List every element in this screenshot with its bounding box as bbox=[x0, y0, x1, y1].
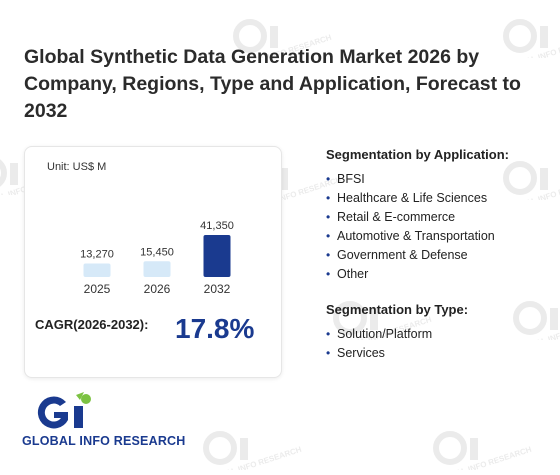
application-item: • Government & Defense bbox=[326, 246, 509, 265]
bullet-icon: • bbox=[326, 346, 331, 360]
application-item-label: Healthcare & Life Sciences bbox=[337, 191, 488, 205]
application-item: • Other bbox=[326, 265, 509, 284]
application-item-label: Government & Defense bbox=[337, 248, 468, 262]
type-item: • Services bbox=[326, 344, 468, 363]
bullet-icon: • bbox=[326, 327, 331, 341]
bullet-icon: • bbox=[326, 267, 331, 281]
watermark: GLOBAL INFO RESEARCH bbox=[430, 430, 540, 475]
chart-unit-label: Unit: US$ M bbox=[47, 161, 107, 173]
svg-text:GLOBAL INFO RESEARCH: GLOBAL INFO RESEARCH bbox=[203, 445, 303, 470]
bar-value-label: 13,270 bbox=[80, 249, 114, 261]
watermark: GLOBAL INFO RESEARCH bbox=[500, 160, 560, 215]
watermark: GLOBAL INFO RESEARCH bbox=[510, 300, 560, 355]
segmentation-type: Segmentation by Type: • Solution/Platform… bbox=[326, 302, 468, 363]
gi-logo-icon bbox=[37, 392, 91, 429]
bullet-icon: • bbox=[326, 191, 331, 205]
bullet-icon: • bbox=[326, 248, 331, 262]
x-tick-label: 2026 bbox=[144, 282, 171, 296]
logo-text: GLOBAL INFO RESEARCH bbox=[22, 434, 186, 448]
application-item: • Retail & E-commerce bbox=[326, 208, 509, 227]
bullet-icon: • bbox=[326, 172, 331, 186]
bullet-icon: • bbox=[326, 210, 331, 224]
bullet-icon: • bbox=[326, 229, 331, 243]
bar-chart: 13,270 2025 15,450 2026 41,350 2032 bbox=[80, 220, 234, 296]
segmentation-application: Segmentation by Application: • BFSI • Healt… bbox=[326, 147, 509, 284]
svg-text:GLOBAL INFO RESEARCH: GLOBAL INFO RESEARCH bbox=[433, 445, 533, 470]
cagr-label: CAGR(2026-2032): bbox=[35, 317, 149, 332]
company-logo: GLOBAL INFO RESEARCH bbox=[22, 392, 192, 452]
bar-2026 bbox=[143, 261, 171, 277]
chart-card: Unit: US$ M 13,270 2025 15,450 2026 41,350 20… bbox=[24, 146, 282, 378]
x-tick-label: 2032 bbox=[204, 282, 231, 296]
bar-2025 bbox=[83, 263, 111, 277]
application-item-label: Automotive & Transportation bbox=[337, 229, 495, 243]
svg-text:GLOBAL INFO RESEARCH: GLOBAL INFO RESEARCH bbox=[513, 315, 560, 340]
application-item: • BFSI bbox=[326, 170, 509, 189]
application-item-label: Other bbox=[337, 267, 369, 281]
application-list: • BFSI • Healthcare & Life Sciences • Retail … bbox=[326, 170, 509, 284]
type-list: • Solution/Platform • Services bbox=[326, 325, 468, 363]
application-item: • Healthcare & Life Sciences bbox=[326, 189, 509, 208]
application-item-label: BFSI bbox=[337, 172, 365, 186]
segmentation-type-heading: Segmentation by Type: bbox=[326, 302, 469, 317]
bar-value-label: 41,350 bbox=[200, 220, 234, 232]
application-item: • Automotive & Transportation bbox=[326, 227, 509, 246]
watermark: GLOBAL INFO RESEARCH bbox=[200, 430, 310, 475]
segmentation-application-heading: Segmentation by Application: bbox=[326, 147, 509, 162]
application-item-label: Retail & E-commerce bbox=[337, 210, 456, 224]
type-item-label: Services bbox=[337, 346, 385, 360]
page-title: Global Synthetic Data Generation Market … bbox=[24, 46, 521, 122]
type-item: • Solution/Platform bbox=[326, 325, 468, 344]
cagr-value: 17.8% bbox=[175, 313, 255, 344]
x-tick-label: 2025 bbox=[84, 282, 111, 296]
bar-2032 bbox=[203, 235, 231, 277]
bar-value-label: 15,450 bbox=[140, 246, 174, 258]
svg-text:GLOBAL INFO RESEARCH: GLOBAL INFO RESEARCH bbox=[503, 175, 560, 200]
type-item-label: Solution/Platform bbox=[337, 327, 433, 341]
